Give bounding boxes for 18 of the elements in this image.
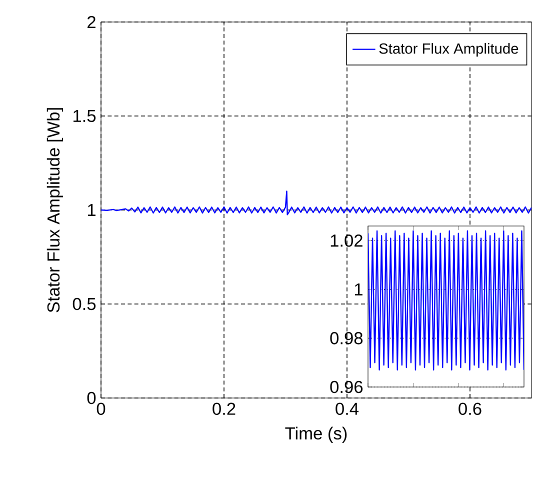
x-tick-label: 0 [96,402,106,415]
x-tick-label: 0.4 [336,402,359,415]
line-series [368,230,524,371]
y-tick-label: 0 [87,392,96,404]
x-tick-label: 0.6 [458,402,482,415]
y-tick-label: 1.5 [74,110,96,122]
x-tick-label: 0.2 [212,402,236,415]
y-tick-label: 0.5 [72,298,96,310]
y-tick-label: 0.98 [330,332,363,344]
legend-label: Stator Flux Amplitude [379,43,518,57]
y-tick-label: 0.96 [330,380,363,394]
y-tick-label: 2 [88,16,96,28]
y-axis-title: Stator Flux Amplitude [Wb] [46,108,64,312]
x-axis-title: Time (s) [285,426,347,443]
y-tick-label: 1.02 [330,234,362,247]
line-series [101,190,532,216]
y-tick-label: 1 [354,283,362,296]
y-tick-label: 1 [88,204,96,216]
